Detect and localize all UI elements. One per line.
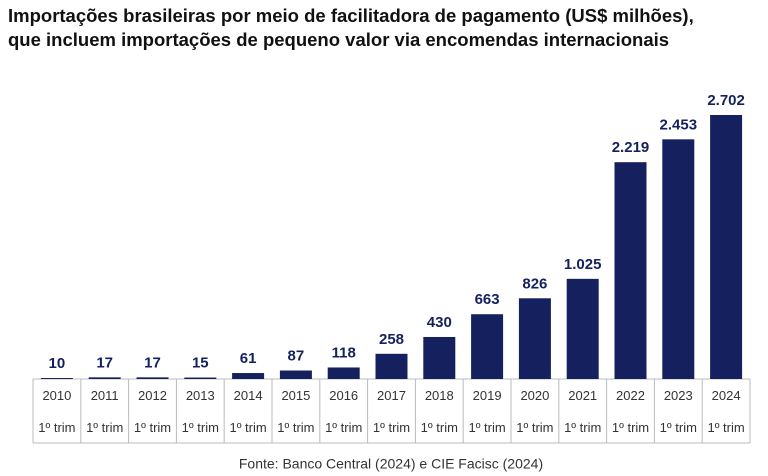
x-tick-label: 2015 [281, 388, 310, 403]
value-label: 258 [379, 331, 404, 348]
value-label: 2.219 [612, 139, 650, 156]
x-tick-label: 2014 [234, 388, 263, 403]
bar [232, 373, 265, 379]
x-tick-label: 2023 [664, 388, 693, 403]
value-label: 430 [427, 314, 452, 331]
x-sublabel: 1º trim [277, 420, 314, 435]
bar [471, 314, 504, 379]
value-label: 2.702 [707, 92, 745, 109]
x-sublabel: 1º trim [516, 420, 553, 435]
bar [614, 162, 647, 379]
x-sublabel: 1º trim [86, 420, 123, 435]
bar [40, 378, 73, 379]
x-tick-label: 2024 [712, 388, 741, 403]
x-tick-label: 2013 [186, 388, 215, 403]
value-label: 61 [240, 350, 257, 367]
x-tick-label: 2012 [138, 388, 167, 403]
bar [662, 139, 695, 379]
value-label: 2.453 [660, 116, 698, 133]
x-tick-label: 2010 [42, 388, 71, 403]
x-sublabel: 1º trim [38, 420, 75, 435]
bar [566, 278, 599, 379]
chart-title: Importações brasileiras por meio de faci… [8, 5, 694, 26]
x-sublabel: 1º trim [707, 420, 744, 435]
x-sublabel: 1º trim [421, 420, 458, 435]
x-tick-label: 2019 [473, 388, 502, 403]
bar [423, 336, 456, 379]
bar [88, 377, 121, 379]
x-sublabel: 1º trim [612, 420, 649, 435]
value-label: 10 [49, 355, 66, 372]
x-sublabel: 1º trim [134, 420, 171, 435]
value-label: 15 [192, 355, 209, 372]
source: Fonte: Banco Central (2024) e CIE Facisc… [239, 456, 543, 472]
value-label: 826 [522, 275, 547, 292]
x-tick-label: 2018 [425, 388, 454, 403]
x-sublabel: 1º trim [468, 420, 505, 435]
x-sublabel: 1º trim [229, 420, 266, 435]
x-tick-label: 2022 [616, 388, 645, 403]
chart-title: que incluem importações de pequeno valor… [8, 29, 669, 50]
x-tick-label: 2021 [568, 388, 597, 403]
x-tick-label: 2017 [377, 388, 406, 403]
value-label: 118 [332, 344, 356, 361]
bar [710, 115, 743, 379]
x-tick-label: 2016 [329, 388, 358, 403]
x-tick-label: 2011 [91, 388, 119, 403]
bar [375, 353, 408, 379]
value-label: 17 [96, 354, 113, 371]
bar [279, 370, 312, 379]
x-sublabel: 1º trim [373, 420, 410, 435]
bar [136, 377, 169, 379]
x-sublabel: 1º trim [660, 420, 697, 435]
bar [327, 367, 360, 379]
x-tick-label: 2020 [520, 388, 549, 403]
x-sublabel: 1º trim [325, 420, 362, 435]
x-sublabel: 1º trim [564, 420, 601, 435]
value-label: 87 [288, 347, 305, 364]
x-sublabel: 1º trim [182, 420, 219, 435]
bar [184, 377, 217, 379]
value-label: 1.025 [564, 256, 602, 273]
value-label: 17 [144, 354, 161, 371]
bar [518, 298, 551, 379]
value-label: 663 [475, 291, 500, 308]
